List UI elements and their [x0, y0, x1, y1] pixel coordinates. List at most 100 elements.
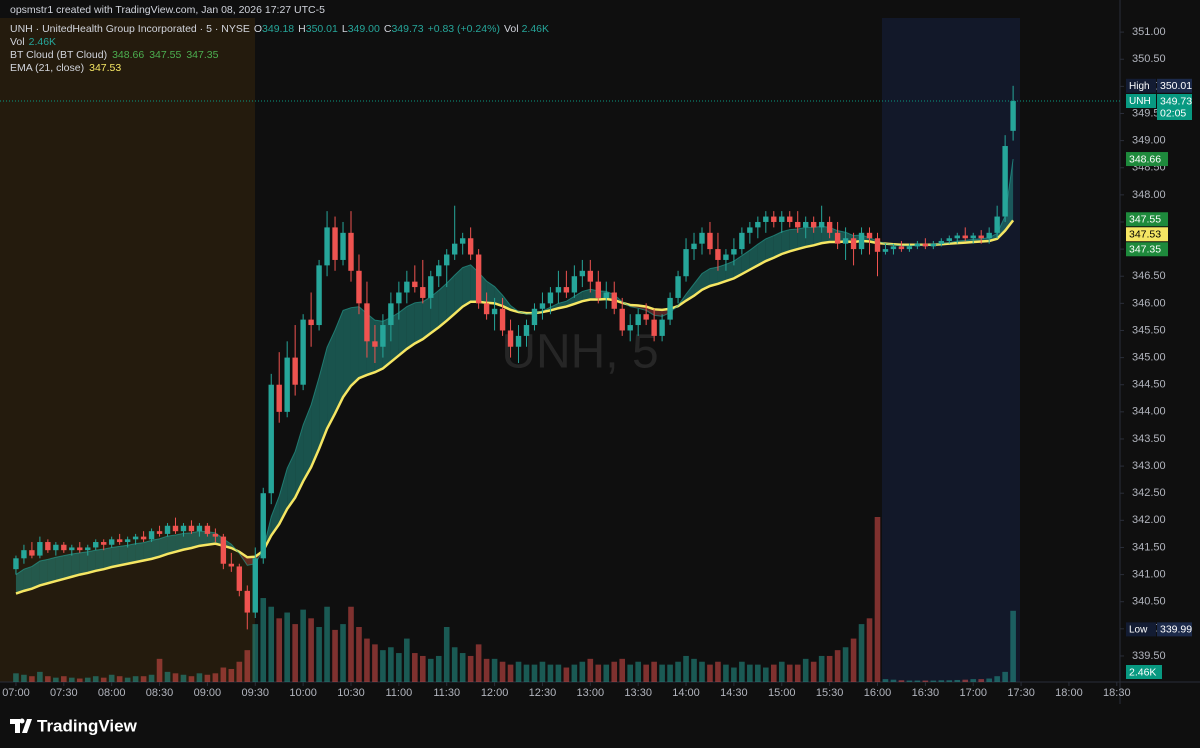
y-tick-label: 340.50	[1132, 596, 1166, 608]
candle-body	[531, 308, 538, 326]
cloud-fill	[997, 216, 1006, 239]
volume-bar	[156, 658, 163, 682]
candle-body	[172, 525, 179, 532]
y-tick-label: 350.50	[1132, 53, 1166, 65]
candle-body	[93, 542, 99, 548]
volume-badge: 2.46K	[1129, 666, 1156, 678]
cloud-fill	[494, 286, 503, 307]
candle-body	[180, 525, 187, 532]
badge-box	[1157, 94, 1192, 120]
candle-body	[69, 547, 75, 551]
candle-body	[930, 243, 937, 247]
afterhours-session	[882, 18, 1020, 682]
volume-bar	[252, 624, 259, 682]
volume-bar	[643, 664, 649, 682]
cloud-fill	[127, 543, 136, 564]
cloud-fill	[398, 306, 407, 356]
y-tick-label: 339.50	[1132, 650, 1166, 662]
volume-bar	[220, 667, 227, 682]
volume-bar	[826, 655, 833, 682]
volume-bar	[116, 676, 123, 682]
cloud-value: 347.55	[149, 49, 181, 61]
volume-bar	[667, 664, 673, 682]
candle-body	[404, 281, 410, 293]
cloud-fill	[462, 264, 471, 307]
candle-body	[986, 232, 992, 239]
badge-name: UNH	[1129, 96, 1151, 107]
candle-body	[276, 384, 282, 412]
y-tick-label: 345.50	[1132, 324, 1166, 336]
change: +0.83 (+0.24%)	[428, 23, 500, 35]
legend-line: UNH · UnitedHealth Group Incorporated · …	[10, 23, 549, 35]
candle-body	[842, 238, 849, 244]
candle-body	[994, 216, 1000, 233]
candle-body	[643, 314, 649, 320]
brand[interactable]: TradingView	[37, 716, 138, 735]
cloud-fill	[87, 550, 96, 573]
candle-body	[715, 249, 721, 260]
plot	[0, 85, 1120, 682]
y-tick-label: 342.00	[1132, 514, 1166, 526]
candle-body	[29, 550, 35, 556]
vol-label: Vol	[504, 23, 519, 35]
badge-name-box	[1126, 78, 1156, 93]
cloud-fill	[414, 301, 423, 344]
candle-body	[101, 542, 107, 545]
volume-bar	[61, 676, 67, 682]
volume-bar	[53, 677, 59, 682]
cloud-fill	[151, 538, 160, 559]
volume-bar	[794, 664, 801, 682]
cloud-fill	[741, 250, 750, 275]
candle-body	[802, 221, 809, 228]
candle-body	[619, 308, 625, 331]
volume-bar	[76, 678, 83, 682]
cloud-label: BT Cloud (BT Cloud)	[10, 49, 107, 61]
candle-body	[866, 232, 873, 239]
x-tick-label: 11:30	[433, 687, 460, 699]
x-tick-label: 07:30	[50, 687, 78, 699]
candle-body	[85, 547, 91, 551]
volume-bar	[1002, 671, 1008, 682]
candle-body	[507, 330, 514, 347]
cloud-fill	[749, 244, 758, 270]
cloud-line	[15, 158, 1014, 576]
x-tick-label: 10:00	[289, 687, 317, 699]
badge-sub: 02:05	[1160, 107, 1186, 119]
brand-logo	[10, 719, 32, 733]
volume-bar	[84, 677, 91, 682]
ohlc-label: C	[384, 23, 392, 35]
candle-body	[475, 254, 482, 304]
ohlc-value: 349.18	[262, 23, 294, 35]
candle-body	[340, 232, 346, 260]
cloud-fill	[430, 290, 439, 334]
cloud-fill	[183, 532, 192, 550]
volume-bar	[427, 658, 434, 682]
candle-body	[140, 536, 147, 540]
volume-bar	[244, 650, 251, 682]
volume-bar	[451, 647, 458, 682]
cloud-fill	[733, 255, 742, 279]
vol-label: Vol	[10, 36, 25, 48]
candle-body	[220, 536, 227, 564]
volume-bar	[882, 679, 889, 682]
candle-body	[898, 246, 905, 250]
volume-bar	[419, 655, 426, 682]
candle-body	[587, 270, 594, 282]
candle-body	[188, 525, 195, 532]
candle-body	[826, 221, 833, 233]
cloud-fill	[582, 289, 591, 302]
candle-body	[452, 243, 458, 255]
volume-bar	[268, 606, 275, 682]
cloud-fill	[709, 267, 718, 286]
volume-bar	[180, 674, 187, 682]
candle-body	[364, 303, 370, 342]
y-tick-label: 344.00	[1132, 406, 1166, 418]
volume-bar	[786, 664, 793, 682]
candle-body	[116, 539, 123, 543]
candle-body	[324, 227, 330, 266]
brand-logo-dot	[19, 718, 25, 724]
volume-bar	[627, 664, 633, 682]
candle-body	[651, 319, 657, 336]
candle-body	[747, 227, 753, 233]
badge-name: Low	[1129, 625, 1148, 636]
